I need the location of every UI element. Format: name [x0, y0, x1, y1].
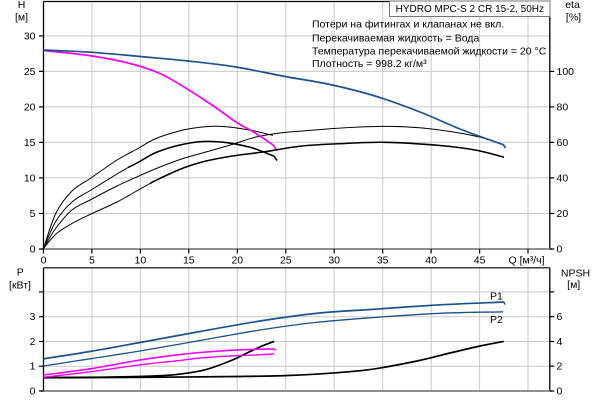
svg-text:45: 45 [474, 255, 486, 267]
svg-text:NPSH: NPSH [561, 267, 590, 279]
svg-text:35: 35 [377, 255, 389, 267]
svg-text:30: 30 [328, 255, 340, 267]
svg-text:3: 3 [30, 311, 36, 323]
svg-text:Q [м³/ч]: Q [м³/ч] [508, 255, 544, 267]
svg-text:0: 0 [30, 244, 36, 256]
svg-text:0: 0 [30, 386, 36, 398]
svg-text:P2: P2 [490, 314, 503, 326]
svg-text:25: 25 [24, 66, 36, 78]
svg-text:[м]: [м] [567, 279, 580, 291]
svg-text:Потери на фитингах и клапанах: Потери на фитингах и клапанах не вкл. [312, 18, 504, 30]
svg-text:2: 2 [30, 336, 36, 348]
svg-text:5: 5 [30, 208, 36, 220]
svg-text:Температура перекачиваемой жид: Температура перекачиваемой жидкости = 20… [312, 46, 547, 58]
svg-text:10: 10 [135, 255, 147, 267]
svg-text:[кВт]: [кВт] [9, 280, 31, 292]
svg-text:2: 2 [557, 361, 563, 373]
svg-text:H: H [18, 0, 26, 11]
svg-text:20: 20 [24, 101, 36, 113]
svg-text:15: 15 [183, 255, 195, 267]
svg-text:40: 40 [557, 172, 569, 184]
svg-text:40: 40 [425, 255, 437, 267]
svg-text:20: 20 [231, 255, 243, 267]
svg-text:[м]: [м] [15, 12, 28, 24]
svg-text:60: 60 [557, 137, 569, 149]
svg-text:P: P [17, 266, 24, 278]
svg-text:0: 0 [557, 244, 563, 256]
svg-text:80: 80 [557, 101, 569, 113]
svg-text:0: 0 [557, 386, 563, 398]
svg-text:10: 10 [24, 172, 36, 184]
svg-text:25: 25 [280, 255, 292, 267]
svg-text:0: 0 [41, 255, 47, 267]
svg-text:6: 6 [557, 311, 563, 323]
svg-text:Перекачиваемая жидкость = Вода: Перекачиваемая жидкость = Вода [312, 33, 479, 45]
svg-text:Плотность = 998.2 кг/м³: Плотность = 998.2 кг/м³ [312, 58, 427, 70]
svg-text:20: 20 [557, 208, 569, 220]
svg-text:30: 30 [24, 30, 36, 42]
svg-text:4: 4 [557, 336, 563, 348]
svg-text:P1: P1 [490, 291, 503, 303]
svg-text:5: 5 [89, 255, 95, 267]
svg-text:1: 1 [30, 361, 36, 373]
svg-text:HYDRO MPC-S 2 CR 15-2, 50Hz: HYDRO MPC-S 2 CR 15-2, 50Hz [396, 4, 544, 15]
svg-text:15: 15 [24, 137, 36, 149]
svg-text:100: 100 [557, 66, 575, 78]
svg-text:eta: eta [565, 0, 580, 11]
svg-text:[%]: [%] [566, 12, 581, 24]
